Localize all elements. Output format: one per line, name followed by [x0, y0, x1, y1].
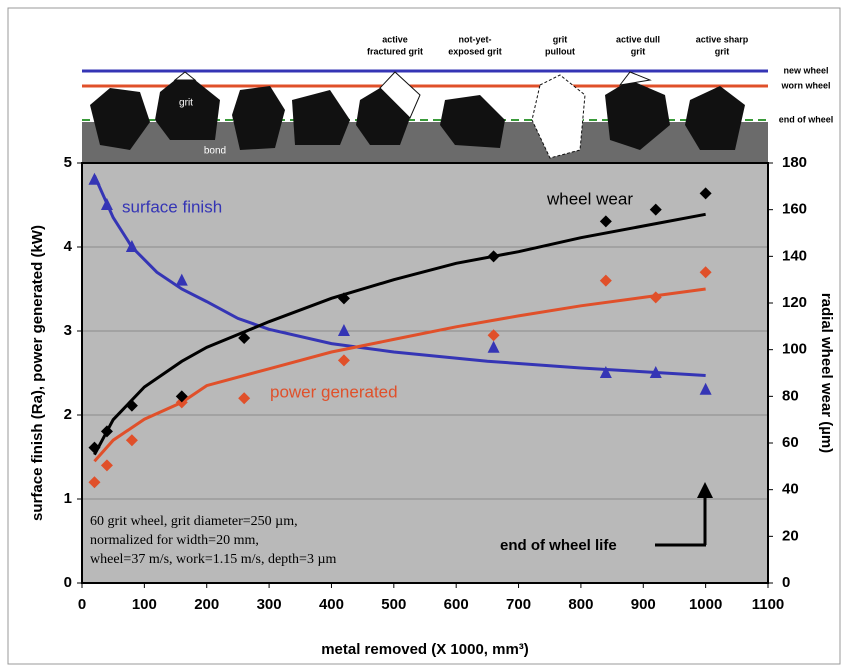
y2-tick-label: 180	[782, 154, 807, 171]
y2-tick-label: 0	[782, 574, 790, 591]
note-text: 60 grit wheel, grit diameter=250 µm,	[90, 514, 298, 529]
y2-tick-label: 160	[782, 201, 807, 218]
y2-tick-label: 60	[782, 434, 799, 451]
series-label: surface finish	[122, 197, 222, 216]
y2-tick-label: 20	[782, 527, 799, 544]
note-text: normalized for width=20 mm,	[90, 533, 259, 548]
y2-tick-label: 80	[782, 387, 799, 404]
x-tick-label: 1100	[752, 596, 785, 613]
x-tick-label: 900	[631, 596, 656, 613]
note-text: wheel=37 m/s, work=1.15 m/s, depth=3 µm	[90, 552, 337, 567]
chart: surface finishpower generatedwheel wear …	[0, 0, 848, 672]
arrow-label: end of wheel life	[500, 537, 617, 554]
level-label: worn wheel	[780, 80, 830, 90]
series-label: power generated	[270, 382, 398, 401]
grit-label: fractured grit	[367, 46, 423, 56]
x-tick-label: 200	[194, 596, 219, 613]
y2-tick-label: 120	[782, 294, 807, 311]
y2-axis-label: radial wheel wear (µm)	[818, 293, 835, 453]
y2-tick-label: 40	[782, 481, 799, 498]
x-tick-label: 600	[444, 596, 469, 613]
series-label: wheel wear	[546, 189, 633, 208]
grit-label: active sharp	[696, 34, 749, 44]
bond-text: bond	[204, 146, 226, 157]
y2-tick-label: 140	[782, 247, 807, 264]
schematic	[82, 71, 768, 162]
grit-label: pullout	[545, 46, 575, 56]
grit-shape	[292, 90, 350, 145]
x-tick-label: 400	[319, 596, 344, 613]
x-tick-label: 1000	[689, 596, 722, 613]
y2-tick-label: 100	[782, 341, 807, 358]
x-tick-label: 100	[132, 596, 157, 613]
grit-label: not-yet-	[459, 34, 492, 44]
grit-label: grit	[631, 46, 646, 56]
x-tick-label: 500	[381, 596, 406, 613]
grit-label: active	[382, 34, 408, 44]
grit-label: grit	[715, 46, 730, 56]
x-axis-label: metal removed (X 1000, mm³)	[321, 641, 529, 658]
grit-shape	[175, 72, 195, 80]
y-axis-label: surface finish (Ra), power generated (kW…	[29, 225, 46, 521]
y-tick-label: 5	[64, 154, 72, 171]
level-label: new wheel	[783, 65, 828, 75]
grit-label: active dull	[616, 34, 660, 44]
y-tick-label: 1	[64, 490, 72, 507]
y-tick-label: 3	[64, 322, 72, 339]
y-tick-label: 0	[64, 574, 72, 591]
level-label: end of wheel	[779, 114, 834, 124]
grit-text: grit	[179, 98, 193, 109]
x-tick-label: 300	[257, 596, 282, 613]
y-tick-label: 4	[64, 238, 73, 255]
x-tick-label: 800	[568, 596, 593, 613]
x-tick-label: 0	[78, 596, 86, 613]
y-tick-label: 2	[64, 406, 72, 423]
grit-label: grit	[553, 34, 568, 44]
grit-label: exposed grit	[448, 46, 502, 56]
x-tick-label: 700	[506, 596, 531, 613]
